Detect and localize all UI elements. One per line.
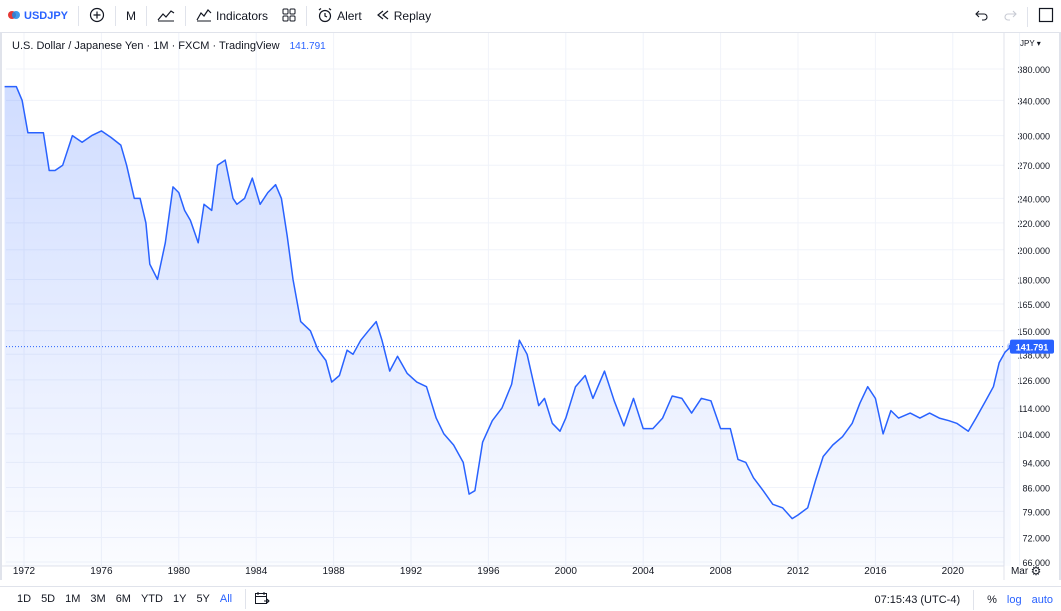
y-tick-label: 165.000 [1017,300,1050,310]
log-toggle[interactable]: log [1006,593,1022,606]
range-button-5d[interactable]: 5D [41,593,56,605]
divider [78,6,80,26]
divider [1027,6,1028,27]
symbol-label: USDJPY [24,10,69,22]
y-tick-label: 114.000 [1018,404,1050,414]
redo-icon [1003,9,1017,24]
x-tick-label: 2008 [709,566,732,577]
rewind-icon [376,9,390,24]
interval-button[interactable]: M [119,0,143,33]
templates-button[interactable] [275,0,303,33]
y-tick-label: 220.000 [1017,219,1050,229]
range-button-3m[interactable]: 3M [90,593,106,605]
y-tick-label: 270.000 [1017,161,1050,171]
grid-icon [282,8,296,25]
auto-toggle[interactable]: auto [1031,593,1053,606]
undo-icon [975,9,989,24]
range-button-1d[interactable]: 1D [17,593,32,605]
indicators-icon [196,8,212,25]
legend-title: U.S. Dollar / Japanese Yen · 1M · FXCM ·… [12,40,280,52]
interval-label: M [126,9,137,23]
y-tick-label: 138.000 [1017,350,1050,360]
x-tick-label: 2004 [632,566,655,577]
y-tick-label: 79.000 [1022,507,1050,517]
clock-time[interactable]: 07:15:43 (UTC-4) [874,593,961,606]
range-button-1y[interactable]: 1Y [172,593,187,605]
x-tick-label: Mar [1011,566,1029,577]
undo-button[interactable] [968,0,996,33]
y-tick-label: 150.000 [1017,327,1050,337]
replay-label: Replay [393,9,432,23]
replay-button[interactable]: Replay [369,0,438,33]
x-tick-label: 1984 [245,566,268,577]
redo-button[interactable] [996,0,1024,33]
symbol-search[interactable]: USDJPY [0,0,75,33]
symbol-flag-icon [7,9,21,24]
x-tick-label: 1988 [322,566,345,577]
y-tick-label: 240.000 [1017,194,1050,204]
x-tick-label: 2020 [942,566,965,577]
fullscreen-icon [1038,7,1054,26]
y-tick-label: 200.000 [1017,246,1050,256]
chart-type-icon [157,8,175,25]
settings-gear-icon[interactable]: ⚙ [1031,564,1042,578]
fullscreen-button[interactable] [1031,0,1061,33]
date-range-group: 1D 5D 1M 3M 6M YTD 1Y 5Y All [0,593,237,605]
chart-legend: U.S. Dollar / Japanese Yen · 1M · FXCM ·… [12,40,326,52]
indicators-button[interactable]: Indicators [189,0,275,33]
y-tick-label: 340.000 [1017,96,1050,106]
range-button-ytd[interactable]: YTD [140,593,163,605]
divider [245,589,247,609]
chart-frame: 380.000 340.000 300.000 270.000 240.000 220.0… [0,33,1061,580]
chart-type-button[interactable] [150,0,182,33]
range-button-1m[interactable]: 1M [65,593,81,605]
divider [146,6,148,26]
divider [185,6,187,26]
y-tick-label: 126.000 [1017,376,1050,386]
alert-button[interactable]: Alert [310,0,369,33]
range-button-5y[interactable]: 5Y [196,593,210,605]
y-tick-label: 104.000 [1017,430,1050,440]
y-tick-label: 300.000 [1017,132,1050,142]
y-tick-label: 72.000 [1022,533,1050,543]
indicators-label: Indicators [216,9,269,23]
x-tick-label: 1972 [13,566,36,577]
x-tick-label: 2012 [787,566,810,577]
x-tick-label: 1976 [90,566,113,577]
divider [306,6,308,26]
legend-price: 141.791 [289,41,326,52]
range-button-6m[interactable]: 6M [115,593,131,605]
y-tick-label: 380.000 [1017,65,1050,75]
y-tick-label: 66.000 [1022,558,1050,568]
y-tick-label: 86.000 [1022,483,1050,493]
price-area-fill [4,86,1011,566]
alert-label: Alert [337,9,362,23]
add-symbol-icon [89,7,105,26]
compare-button[interactable] [82,0,112,33]
range-button-all[interactable]: All [219,593,233,605]
bottom-toolbar: 1D 5D 1M 3M 6M YTD 1Y 5Y All 07:15:43 (UTC-4) % … [0,586,1061,611]
price-chart[interactable]: 380.000 340.000 300.000 270.000 240.000 220.0… [2,33,1059,580]
divider [115,6,117,26]
x-tick-label: 1996 [477,566,500,577]
percent-toggle[interactable]: % [987,593,997,606]
goto-date-icon[interactable] [254,591,270,608]
alarm-clock-icon [317,7,333,26]
x-tick-label: 1992 [400,566,423,577]
last-price-badge [1010,339,1054,354]
y-tick-label: 180.000 [1017,275,1050,285]
x-tick-label: 2000 [555,566,578,577]
x-tick-label: 2016 [864,566,887,577]
price-line-series[interactable] [4,85,1012,520]
y-tick-label: 94.000 [1022,458,1050,468]
price-unit-label[interactable]: JPY ▾ [1020,39,1041,48]
x-tick-label: 1980 [168,566,191,577]
top-toolbar: USDJPY M Indicators Alert [0,0,1061,33]
last-price-label: 141.791 [1016,343,1049,353]
divider [973,589,975,610]
